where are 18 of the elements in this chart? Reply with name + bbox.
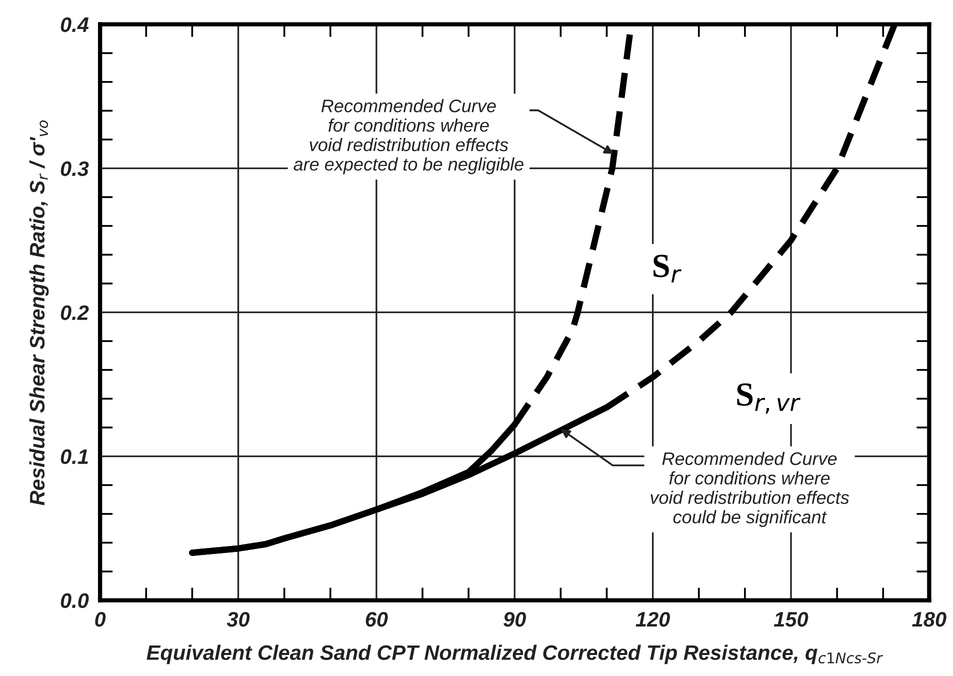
annotation: S$_{r,vr}$: [737, 383, 800, 414]
x-tick-label: 120: [636, 612, 670, 627]
y-axis-title: Residual Shear Strength Ratio, S$_{r}$ / σ'$_{vo}$: [29, 120, 49, 506]
x-axis-title: Equivalent Clean Sand CPT Normalized Corrected Tip Resistance, q$_{c1Ncs‐Sr}$: [146, 644, 884, 664]
x-tick-label: 180: [912, 612, 946, 627]
y-tick-label: 0.4: [60, 17, 89, 32]
x-tick-label: 30: [226, 612, 250, 627]
x-tick-label: 150: [774, 612, 808, 627]
annotation: Recommended Curve for conditions where void redistribution effects are expected to be negligible: [294, 99, 524, 174]
y-tick-label: 0.0: [60, 593, 89, 608]
y-tick-label: 0.3: [60, 161, 89, 176]
x-tick-label: 0: [95, 612, 106, 627]
y-tick-label: 0.1: [60, 449, 88, 464]
x-tick-label: 90: [504, 612, 526, 627]
annotation: Recommended Curve for conditions where void redistribution effects could be significant: [650, 452, 850, 528]
y-tick-label: 0.2: [60, 305, 89, 320]
x-tick-label: 60: [366, 612, 388, 627]
annotation: S$_{r}$: [654, 254, 682, 282]
